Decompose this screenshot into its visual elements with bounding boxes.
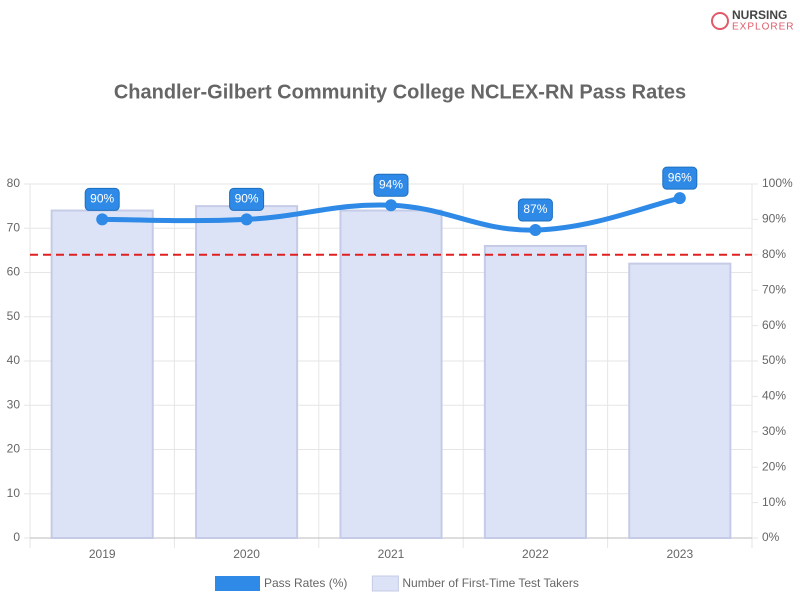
x-tick-label: 2019 (89, 547, 116, 561)
logo-text: NURSING (732, 8, 787, 22)
data-label: 87% (523, 202, 547, 216)
bar (339, 209, 443, 540)
y2-tick-label: 100% (762, 176, 793, 190)
data-label: 96% (668, 170, 692, 184)
data-label: 90% (235, 192, 259, 206)
legend-label: Number of First-Time Test Takers (402, 576, 578, 590)
y2-tick-label: 80% (762, 247, 786, 261)
y2-tick-label: 20% (762, 459, 786, 473)
y-tick-label: 0 (13, 530, 20, 544)
logo-icon (711, 12, 729, 30)
y2-tick-label: 90% (762, 212, 786, 226)
point (240, 213, 253, 226)
y2-tick-label: 10% (762, 495, 786, 509)
logo: NURSING EXPLORER (711, 8, 794, 33)
y-tick-label: 20 (7, 442, 21, 456)
y-tick-label: 10 (7, 486, 21, 500)
data-label-box (84, 187, 120, 211)
y-tick-label: 60 (7, 265, 21, 279)
y-tick-label: 50 (7, 309, 21, 323)
point (529, 224, 542, 237)
y2-tick-label: 0% (762, 530, 780, 544)
y-tick-label: 80 (7, 176, 21, 190)
bar (628, 262, 732, 539)
data-label-box (662, 166, 698, 190)
x-tick-label: 2021 (378, 547, 405, 561)
x-tick-label: 2022 (522, 547, 549, 561)
y2-tick-label: 60% (762, 318, 786, 332)
y2-tick-label: 40% (762, 389, 786, 403)
data-label: 90% (90, 192, 114, 206)
data-label-box (373, 173, 409, 197)
legend-swatch (215, 576, 260, 591)
bar (483, 244, 587, 539)
data-label: 94% (379, 177, 403, 191)
chart-title: Chandler-Gilbert Community College NCLEX… (114, 81, 686, 103)
y2-tick-label: 30% (762, 424, 786, 438)
legend-swatch (371, 575, 399, 592)
point (385, 199, 397, 212)
legend-label: Pass Rates (%) (264, 576, 347, 590)
x-tick-label: 2020 (233, 547, 260, 561)
y-tick-label: 70 (7, 220, 21, 234)
point (96, 213, 109, 226)
bar (195, 205, 299, 539)
bar (50, 209, 154, 540)
data-label-box (229, 187, 265, 211)
logo-text: EXPLORER (732, 22, 794, 33)
x-tick-label: 2023 (666, 547, 693, 561)
y2-tick-label: 70% (762, 282, 786, 296)
y-tick-label: 40 (7, 353, 21, 367)
y-tick-label: 30 (7, 397, 21, 411)
point (673, 192, 686, 205)
data-label-box (517, 198, 553, 222)
y2-tick-label: 50% (762, 353, 786, 367)
